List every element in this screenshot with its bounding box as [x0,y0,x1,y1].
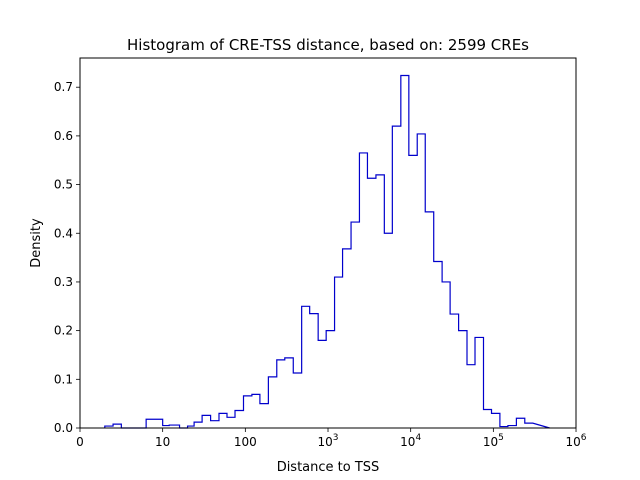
histogram-step-line [104,74,550,429]
chart-title: Histogram of CRE-TSS distance, based on:… [127,36,529,54]
x-tick-label: 106 [566,433,587,449]
x-tick-label: 0 [76,435,84,449]
x-tick-label: 105 [483,433,504,449]
y-tick-label: 0.0 [54,421,73,435]
plot-frame [79,57,577,429]
x-axis-label: Distance to TSS [277,460,380,475]
x-tick-label: 10 [155,435,170,449]
y-tick-label: 0.7 [54,80,73,94]
y-tick-label: 0.1 [54,372,73,386]
y-tick-label: 0.5 [54,178,73,192]
x-tick-label: 103 [318,433,339,449]
y-tick-label: 0.6 [54,129,73,143]
x-axis-ticks: 0 10 100 103 104 105 106 [76,428,587,449]
y-axis-ticks: 0.0 0.1 0.2 0.3 0.4 0.5 0.6 0.7 [54,80,80,435]
x-tick-label: 100 [234,435,257,449]
y-axis-label: Density [29,218,44,268]
y-tick-label: 0.2 [54,324,73,338]
histogram-bars [104,74,550,429]
y-tick-label: 0.4 [54,226,73,240]
x-tick-label: 104 [400,433,421,449]
y-tick-label: 0.3 [54,275,73,289]
